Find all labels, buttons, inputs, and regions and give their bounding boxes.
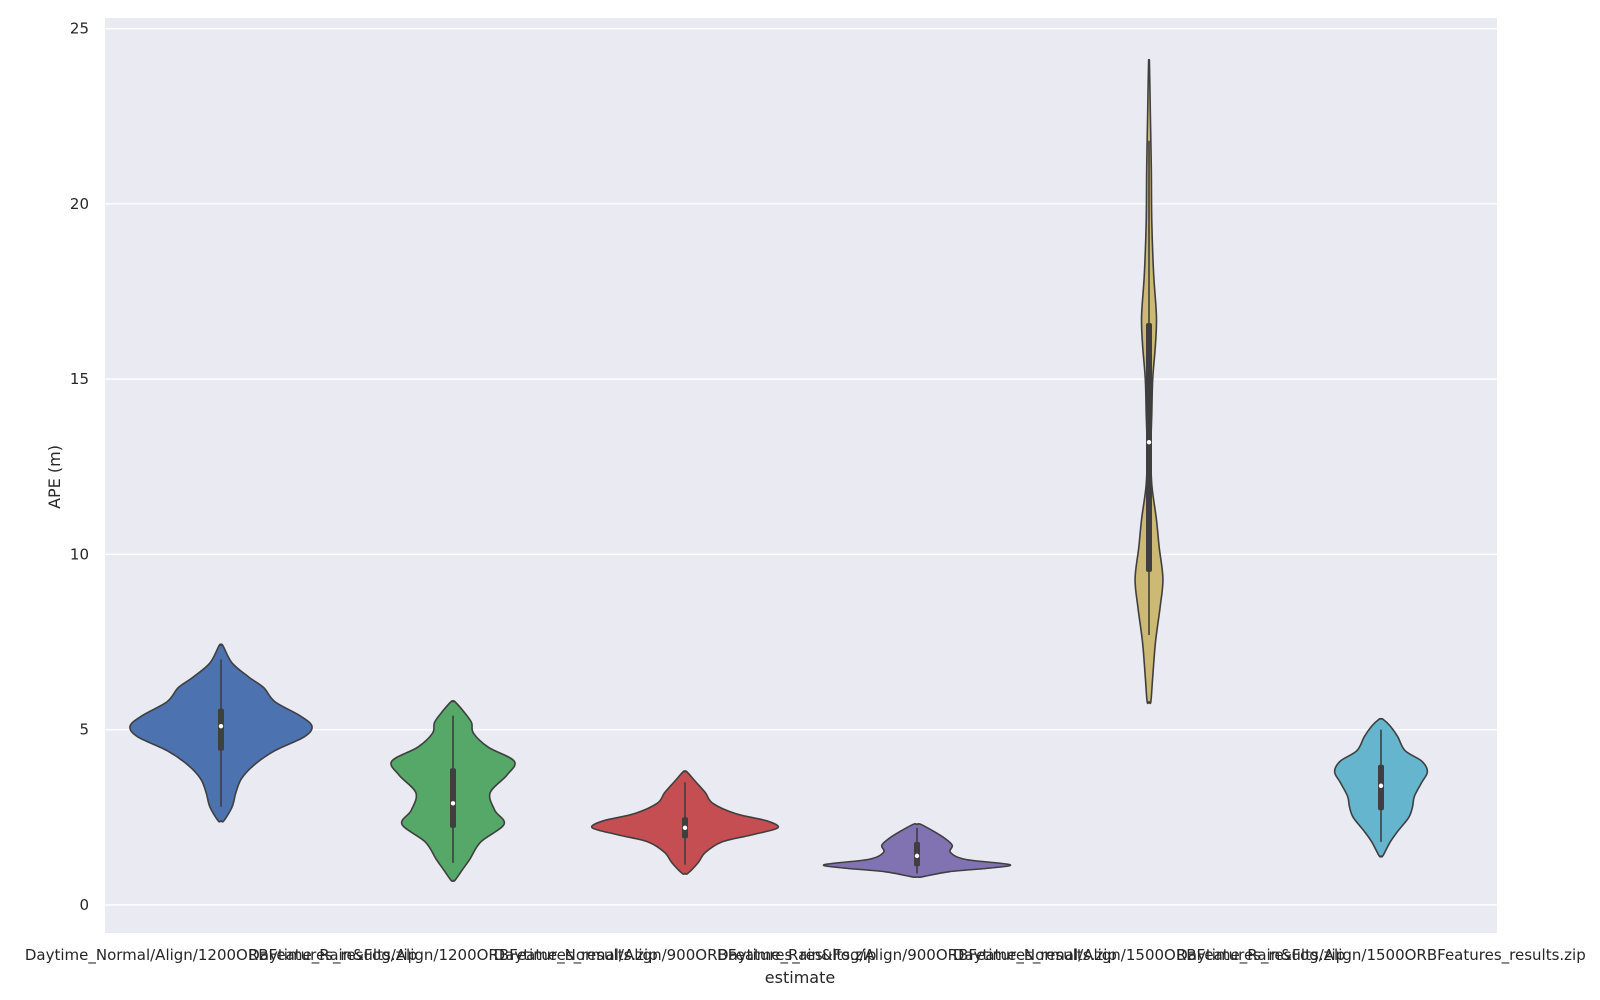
y-tick-label-4: 20 xyxy=(70,195,89,213)
violin-median-5 xyxy=(1378,783,1384,788)
violin-iqr-4 xyxy=(1146,323,1152,572)
violin-4 xyxy=(1134,58,1164,705)
violins xyxy=(129,58,1429,882)
gridlines xyxy=(105,27,1497,906)
violin-median-3 xyxy=(914,853,920,859)
violin-iqr-1 xyxy=(450,768,456,828)
violin-median-0 xyxy=(218,723,224,729)
x-tick-labels: Daytime_Normal/Align/1200ORBFeatures_res… xyxy=(25,946,1586,965)
violin-2 xyxy=(590,770,780,875)
x-axis-label: estimate xyxy=(765,968,835,987)
y-axis-label: APE (m) xyxy=(45,445,64,509)
y-tick-label-2: 10 xyxy=(70,545,89,563)
y-tick-label-3: 15 xyxy=(70,370,89,388)
y-tick-label-0: 0 xyxy=(79,896,89,914)
x-tick-label-4: Daytime_Normal/Align/1500ORBFeatures_res… xyxy=(953,946,1345,965)
x-tick-label-3: Daytime_Rain&Fog/Align/900ORBFeatures_re… xyxy=(717,946,1117,965)
violin-3 xyxy=(822,823,1012,879)
y-tick-label-5: 25 xyxy=(70,20,89,38)
y-tick-label-1: 5 xyxy=(79,721,89,739)
x-tick-label-2: Daytime_Normal/Align/900ORBFeatures_resu… xyxy=(494,946,877,965)
y-tick-labels: 0 5 10 15 20 25 xyxy=(70,20,89,914)
x-tick-label-0: Daytime_Normal/Align/1200ORBFeatures_res… xyxy=(25,946,417,965)
violin-0 xyxy=(129,643,313,823)
violin-median-1 xyxy=(450,801,456,806)
violin-1 xyxy=(390,700,516,882)
violin-median-4 xyxy=(1146,439,1152,445)
x-tick-label-1: Daytime_Rain&Fog/Align/1200ORBFeatures_r… xyxy=(248,946,657,965)
x-tick-label-5: Daytime_Rain&Fog/Align/1500ORBFeatures_r… xyxy=(1176,946,1585,965)
violin-iqr-0 xyxy=(218,708,224,751)
violin-5 xyxy=(1333,717,1429,858)
plot-background xyxy=(105,18,1497,933)
violin-median-2 xyxy=(682,825,688,831)
